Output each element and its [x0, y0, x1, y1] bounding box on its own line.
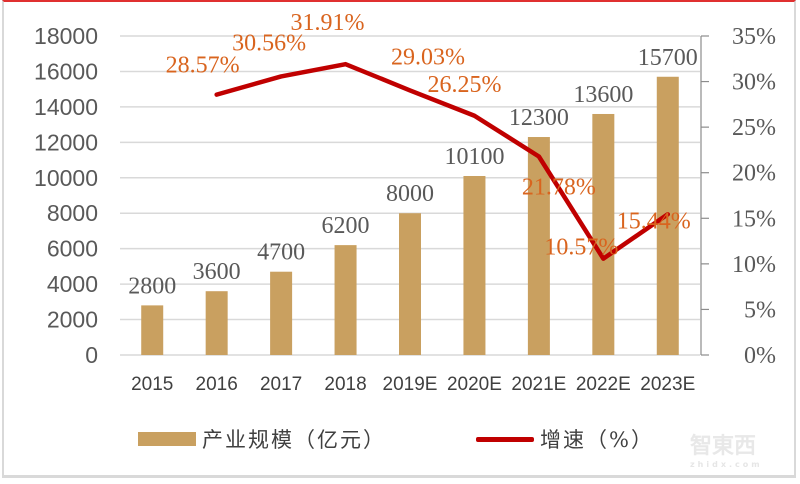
- x-axis-tick: 2021E: [511, 374, 566, 395]
- bar: [205, 291, 228, 355]
- y-axis-tick-right: 10%: [732, 252, 776, 278]
- bar: [463, 176, 486, 355]
- y-axis-tick-right: 0%: [744, 343, 776, 369]
- x-axis-tick: 2017: [260, 374, 302, 395]
- legend-item-bar: 产业规模（亿元）: [138, 424, 386, 454]
- y-axis-tick-left: 8000: [47, 200, 98, 226]
- y-axis-tick-left: 0: [85, 342, 98, 368]
- bar-value-label: 3600: [193, 259, 241, 285]
- line-value-label: 28.57%: [166, 53, 240, 79]
- x-axis-tick: 2015: [131, 374, 173, 395]
- bar-value-label: 12300: [509, 105, 569, 131]
- line-value-label: 29.03%: [391, 44, 465, 70]
- legend: 产业规模（亿元） 增速（%）: [0, 424, 800, 454]
- y-axis-tick-right: 35%: [732, 24, 776, 50]
- line-swatch-icon: [476, 436, 534, 442]
- bar-value-label: 15700: [638, 45, 698, 71]
- legend-label-bar: 产业规模（亿元）: [202, 428, 386, 452]
- bar-value-label: 10100: [444, 144, 504, 170]
- bar-value-label: 2800: [128, 273, 176, 299]
- line-value-label: 26.25%: [427, 72, 501, 98]
- y-axis-tick-left: 2000: [47, 307, 98, 333]
- line-value-label: 30.56%: [232, 30, 306, 56]
- y-axis-tick-left: 10000: [34, 165, 98, 191]
- line-value-label: 10.57%: [544, 235, 618, 261]
- bar: [527, 137, 550, 355]
- watermark-sub: zhidx.com: [690, 460, 763, 469]
- y-axis-tick-left: 18000: [34, 23, 98, 49]
- watermark-main: 智東西: [690, 434, 757, 459]
- legend-item-line: 增速（%）: [476, 424, 654, 454]
- bar-value-label: 6200: [322, 213, 370, 239]
- bar-swatch-icon: [138, 432, 196, 446]
- bar: [334, 245, 357, 355]
- bar: [399, 213, 421, 355]
- bar-value-label: 8000: [386, 181, 434, 207]
- bar: [270, 271, 293, 355]
- y-axis-tick-right: 20%: [732, 161, 776, 187]
- growth-line: [214, 61, 671, 261]
- bar: [592, 113, 615, 355]
- x-axis-tick: 2023E: [640, 374, 695, 395]
- x-axis-tick: 2020E: [447, 374, 502, 395]
- bar-value-label: 4700: [257, 240, 305, 266]
- line-value-label: 15.44%: [617, 208, 691, 234]
- line-value-label: 21.78%: [522, 174, 596, 200]
- y-axis-tick-left: 4000: [47, 271, 98, 297]
- y-axis-tick-right: 5%: [744, 297, 776, 323]
- x-axis-tick: 2019E: [383, 374, 438, 395]
- y-axis-tick-right: 15%: [732, 206, 776, 232]
- y-axis-tick-right: 30%: [732, 70, 776, 96]
- x-axis-tick: 2016: [196, 374, 238, 395]
- watermark-logo: 智東西 zhidx.com: [690, 428, 763, 469]
- bar: [141, 305, 164, 355]
- bar-value-label: 13600: [573, 82, 633, 108]
- legend-label-line: 增速（%）: [540, 428, 654, 452]
- y-axis-tick-left: 16000: [34, 58, 98, 84]
- x-axis-tick: 2022E: [576, 374, 631, 395]
- y-axis-tick-left: 6000: [47, 236, 98, 262]
- line-value-label: 31.91%: [291, 10, 365, 36]
- y-axis-tick-right: 25%: [732, 115, 776, 141]
- y-axis-tick-left: 12000: [34, 129, 98, 155]
- y-axis-tick-left: 14000: [34, 94, 98, 120]
- x-axis-tick: 2018: [324, 374, 366, 395]
